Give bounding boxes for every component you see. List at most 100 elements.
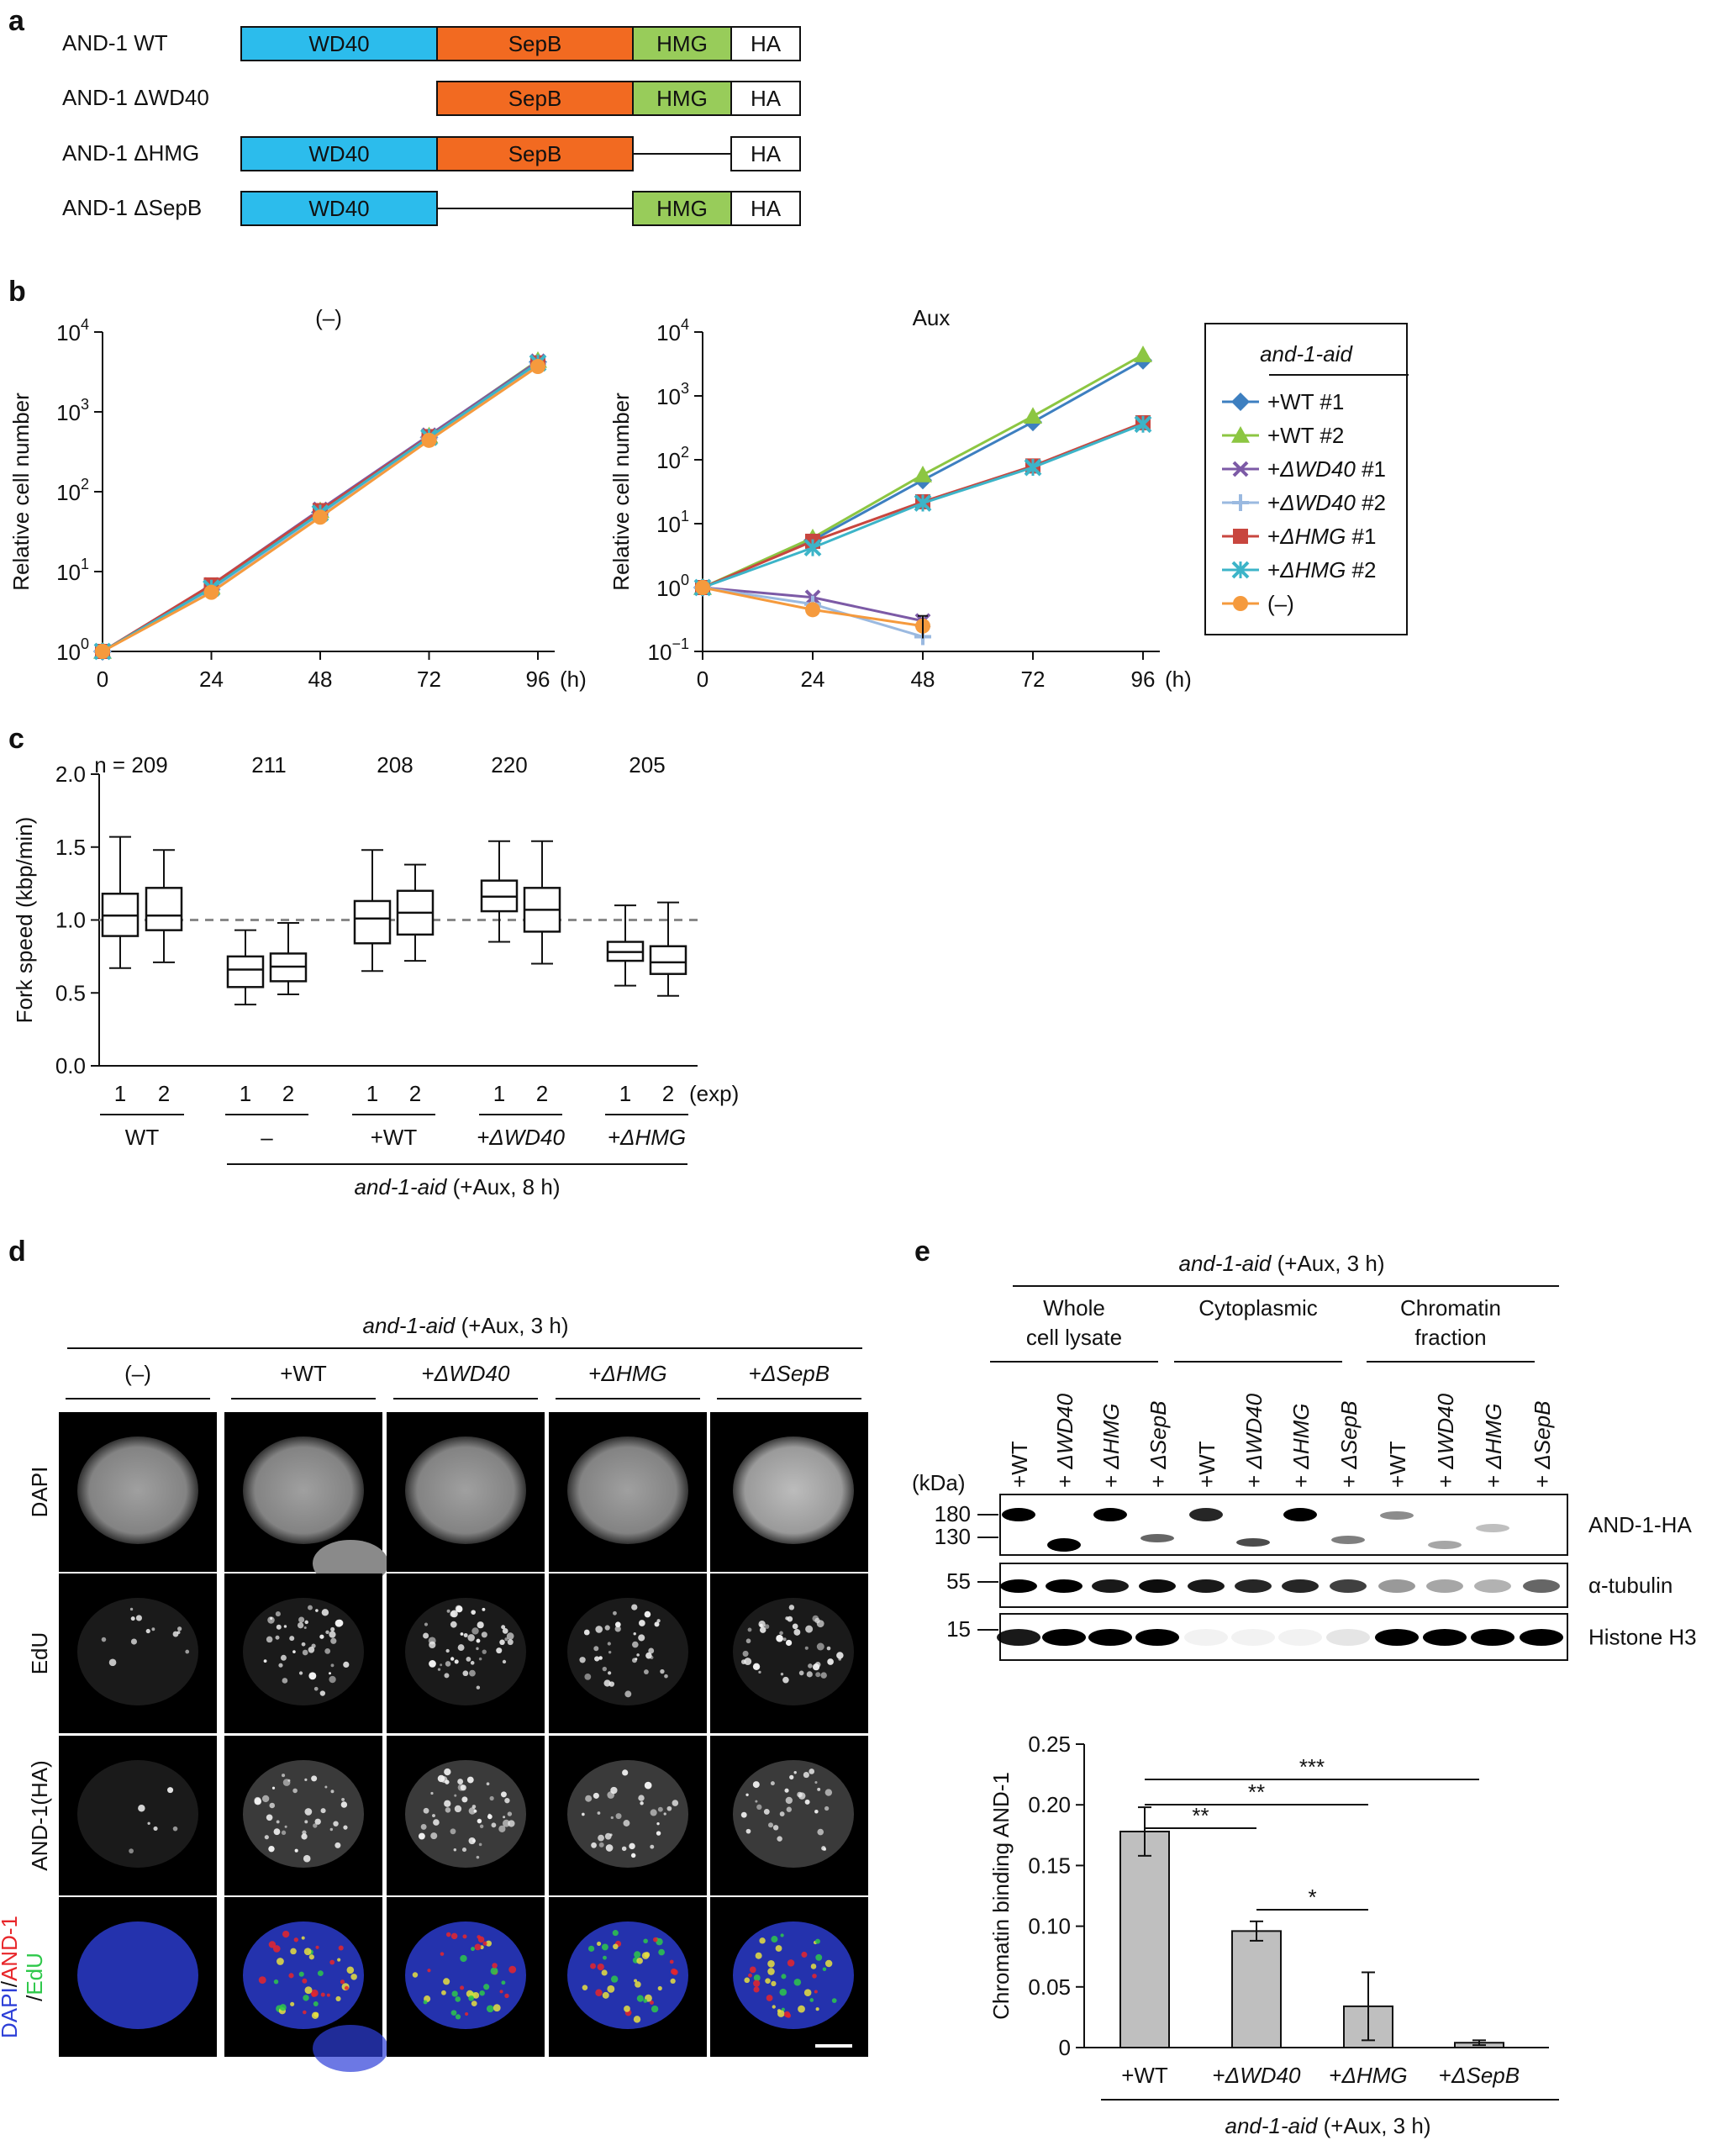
focus-spot — [478, 1842, 482, 1847]
x-tick-label: 0 — [697, 667, 709, 692]
data-point — [1024, 458, 1042, 477]
focus-spot — [482, 1607, 486, 1611]
merge-spot — [744, 1977, 751, 1984]
focus-spot — [470, 1661, 475, 1665]
focus-spot — [648, 1647, 655, 1654]
focus-spot — [334, 1842, 341, 1848]
merge-spot — [643, 1938, 648, 1944]
merge-label-line2-part: / — [22, 1995, 47, 2001]
tick-base: 10 — [656, 512, 681, 537]
focus-spot — [261, 1795, 270, 1803]
fraction-label: cell lysate — [1026, 1325, 1122, 1350]
box-iqr — [226, 955, 265, 988]
merge-spot — [649, 2000, 654, 2006]
n-label: 208 — [377, 752, 413, 778]
lane-label: + ΔHMG — [1481, 1403, 1506, 1488]
focus-spot — [313, 1823, 318, 1828]
focus-spot — [269, 1802, 276, 1809]
focus-spot — [292, 1650, 296, 1653]
lane-label: +WT — [1007, 1441, 1032, 1488]
focus-spot — [508, 1820, 515, 1827]
domain-ha — [730, 81, 801, 116]
focus-spot — [266, 1636, 273, 1643]
focus-spot — [308, 1647, 315, 1653]
merge-spot — [636, 1995, 644, 2002]
lane-label-part: ΔWD40 — [1433, 1393, 1458, 1469]
focus-spot — [343, 1825, 348, 1830]
band-and1-ha — [1380, 1511, 1414, 1520]
category-name: ΔSepB — [1451, 2063, 1520, 2088]
band-tubulin — [1378, 1579, 1415, 1593]
focus-spot — [489, 1795, 494, 1801]
domain-ha — [730, 26, 801, 61]
y-tick-label: 102 — [56, 476, 89, 505]
focus-spot — [471, 1627, 479, 1635]
merge-spot — [810, 1964, 817, 1969]
merge-spot — [613, 1943, 619, 1950]
fraction-label: Cytoplasmic — [1198, 1295, 1318, 1320]
microscopy-column-label: +WT — [280, 1361, 327, 1386]
domain-label: HA — [751, 86, 782, 111]
merge-spot — [301, 1936, 305, 1940]
merge-spot — [781, 1974, 787, 1979]
merge-spot — [652, 1937, 658, 1943]
merge-spot — [443, 1978, 450, 1985]
focus-spot — [779, 1811, 785, 1816]
lane-label: + ΔSepB — [1336, 1401, 1362, 1488]
focus-spot — [502, 1627, 508, 1634]
focus-spot — [593, 1792, 599, 1799]
scale-bar — [815, 2044, 852, 2048]
x-tick-label: 0 — [97, 667, 108, 692]
merge-spot — [610, 1975, 619, 1983]
focus-spot — [742, 1650, 749, 1657]
focus-spot — [294, 1848, 298, 1853]
focus-spot — [585, 1795, 593, 1802]
focus-spot — [450, 1657, 455, 1661]
data-point — [530, 359, 545, 375]
y-tick-label: 0.15 — [1028, 1853, 1071, 1878]
microscopy-header: and-1-aid (+Aux, 3 h) — [363, 1313, 569, 1338]
focus-spot — [130, 1616, 135, 1621]
merge-spot — [767, 1968, 775, 1975]
microscopy-column-label-part: + — [422, 1361, 435, 1386]
focus-spot — [478, 1657, 482, 1661]
merge-spot — [777, 2010, 785, 2017]
focus-spot — [445, 1648, 450, 1653]
focus-spot — [622, 1769, 629, 1776]
microscopy-column-label: (–) — [124, 1361, 151, 1386]
merge-spot — [501, 1980, 506, 1985]
domain-label: HMG — [656, 31, 708, 56]
merge-spot — [471, 2000, 477, 2006]
merge-spot — [460, 1985, 465, 1990]
focus-spot — [591, 1842, 597, 1848]
focus-spot — [151, 1627, 155, 1631]
focus-spot — [595, 1626, 603, 1633]
group-label: WT — [125, 1125, 160, 1150]
data-point — [203, 584, 219, 600]
fork-footer-part: (+Aux, 8 h) — [446, 1174, 560, 1199]
focus-spot — [782, 1676, 789, 1684]
y-tick-label: 102 — [656, 444, 689, 473]
merge-spot — [272, 1945, 281, 1953]
tick-base: 10 — [656, 448, 681, 473]
y-axis-label: Chromatin binding AND-1 — [988, 1772, 1014, 2020]
merge-spot — [814, 1938, 820, 1944]
category-name: ΔWD40 — [1225, 2063, 1301, 2088]
focus-spot — [779, 1631, 783, 1636]
focus-spot — [138, 1805, 145, 1812]
y-tick-label: 100 — [56, 635, 89, 665]
tick-base: 10 — [656, 320, 681, 345]
growth-legend: and-1-aid+WT #1+WT #2+ΔWD40 #1+ΔWD40 #2+… — [1204, 323, 1409, 635]
focus-spot — [445, 1779, 450, 1784]
legend-title: and-1-aid — [1260, 341, 1353, 366]
merge-spot — [815, 1953, 823, 1961]
focus-spot — [666, 1805, 672, 1811]
x-tick-label: 24 — [801, 667, 825, 692]
focus-spot — [469, 1669, 476, 1677]
exp-label: 2 — [282, 1081, 294, 1106]
data-point — [1232, 461, 1249, 477]
focus-spot — [313, 1686, 319, 1691]
focus-spot — [328, 1672, 332, 1675]
merge-spot — [483, 1984, 490, 1990]
merge-spot — [474, 1943, 482, 1951]
